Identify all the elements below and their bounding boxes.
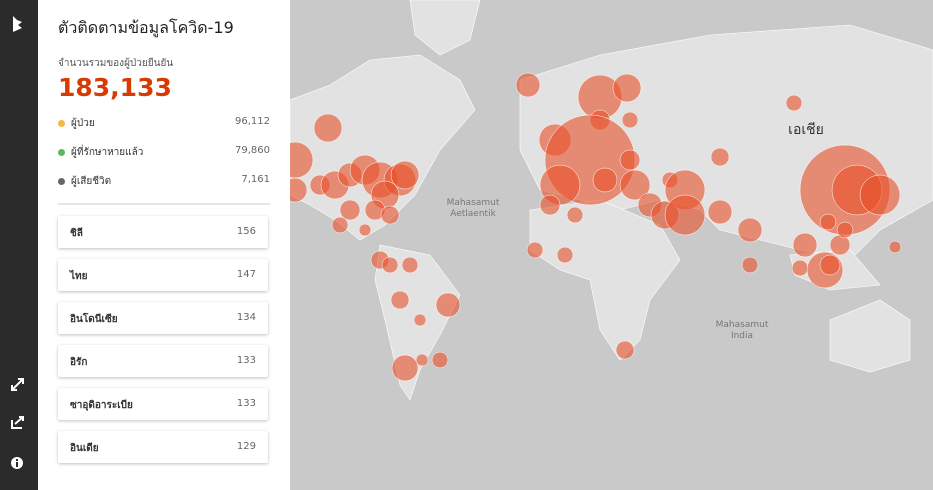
stat-label: ผู้ที่รักษาหายแล้ว xyxy=(71,147,144,158)
stat-row: ผู้ที่รักษาหายแล้ว 79,860 xyxy=(58,145,270,161)
ocean-label: Mahasamut xyxy=(716,320,769,330)
country-card[interactable]: อินเดีย 129 xyxy=(58,431,268,463)
case-bubble[interactable] xyxy=(435,292,461,318)
info-panel: ตัวติดตามข้อมูลโควิด-19 จำนวนรวมของผู้ป่… xyxy=(38,0,290,490)
country-name: อินเดีย xyxy=(70,443,99,454)
case-bubble[interactable] xyxy=(290,177,308,203)
country-name: ไทย xyxy=(70,271,88,282)
country-card[interactable]: ชิลี 156 xyxy=(58,216,268,248)
bubbles xyxy=(290,72,902,382)
country-card[interactable]: ซาอุดิอาระเบีย 133 xyxy=(58,388,268,420)
ocean-label: Mahasamut xyxy=(447,198,500,208)
case-bubble[interactable] xyxy=(431,351,449,369)
country-value: 133 xyxy=(236,355,256,366)
stat-value: 79,860 xyxy=(235,145,270,156)
country-card[interactable]: อิรัก 133 xyxy=(58,345,268,377)
country-value: 156 xyxy=(236,226,256,237)
side-rail xyxy=(0,0,38,490)
case-bubble[interactable] xyxy=(413,313,427,327)
map[interactable]: Mahasamut Aetlaentik Mahasamut India เอเ… xyxy=(290,0,933,490)
ocean-label: Aetlaentik xyxy=(450,209,496,219)
case-bubble[interactable] xyxy=(819,213,837,231)
case-bubble[interactable] xyxy=(390,290,410,310)
case-bubble[interactable] xyxy=(415,353,429,367)
case-bubble[interactable] xyxy=(380,205,400,225)
country-name: อิรัก xyxy=(70,357,88,368)
country-name: อินโดนีเซีย xyxy=(70,314,118,325)
country-name: ซาอุดิอาระเบีย xyxy=(70,400,133,411)
stat-value: 96,112 xyxy=(235,116,270,127)
case-bubble[interactable] xyxy=(888,240,902,254)
ocean-label: India xyxy=(731,331,753,341)
stat-value: 7,161 xyxy=(241,174,270,185)
stat-dot xyxy=(58,178,65,185)
case-bubble[interactable] xyxy=(401,256,419,274)
case-bubble[interactable] xyxy=(819,254,841,276)
case-bubble[interactable] xyxy=(526,241,544,259)
case-bubble[interactable] xyxy=(836,221,854,239)
total: 183,133 xyxy=(58,73,172,102)
case-bubble[interactable] xyxy=(621,111,639,129)
case-bubble[interactable] xyxy=(391,354,419,382)
country-value: 129 xyxy=(236,441,256,452)
case-bubble[interactable] xyxy=(791,259,809,277)
case-bubble[interactable] xyxy=(664,194,706,236)
title: ตัวติดตามข้อมูลโควิด-19 xyxy=(58,18,234,37)
country-name: ชิลี xyxy=(70,228,83,239)
country-value: 134 xyxy=(236,312,256,323)
case-bubble[interactable] xyxy=(539,194,561,216)
case-bubble[interactable] xyxy=(707,199,733,225)
expand-icon[interactable] xyxy=(11,378,24,391)
divider xyxy=(58,203,270,205)
country-value: 133 xyxy=(236,398,256,409)
rail-icons xyxy=(11,16,24,469)
case-bubble[interactable] xyxy=(785,94,803,112)
case-bubble[interactable] xyxy=(592,167,618,193)
country-value: 147 xyxy=(236,269,256,280)
case-bubble[interactable] xyxy=(515,72,541,98)
case-bubble[interactable] xyxy=(358,223,372,237)
stat-dot xyxy=(58,149,65,156)
case-bubble[interactable] xyxy=(741,256,759,274)
info-glyph xyxy=(16,459,18,461)
case-bubble[interactable] xyxy=(859,174,901,216)
case-bubble[interactable] xyxy=(619,169,651,201)
bing-logo[interactable] xyxy=(13,16,22,32)
case-bubble[interactable] xyxy=(710,147,730,167)
case-bubble[interactable] xyxy=(792,232,818,258)
case-bubble[interactable] xyxy=(390,160,420,190)
info-glyph xyxy=(16,462,18,467)
stat-row: ผู้ป่วย 96,112 xyxy=(58,116,270,132)
region-label: เอเชีย xyxy=(788,122,824,138)
case-bubble[interactable] xyxy=(612,73,642,103)
total-label: จำนวนรวมของผู้ป่วยยืนยัน xyxy=(58,58,174,69)
case-bubble[interactable] xyxy=(313,113,343,143)
case-bubble[interactable] xyxy=(339,199,361,221)
land xyxy=(290,0,933,401)
case-bubble[interactable] xyxy=(615,340,635,360)
stat-label: ผู้ป่วย xyxy=(71,118,95,129)
case-bubble[interactable] xyxy=(556,246,574,264)
case-bubble[interactable] xyxy=(566,206,584,224)
share-icon[interactable] xyxy=(11,416,24,429)
stat-row: ผู้เสียชีวิต 7,161 xyxy=(58,174,270,190)
case-bubble[interactable] xyxy=(619,149,641,171)
stat-label: ผู้เสียชีวิต xyxy=(71,176,112,187)
country-card[interactable]: อินโดนีเซีย 134 xyxy=(58,302,268,334)
case-bubble[interactable] xyxy=(381,256,399,274)
country-card[interactable]: ไทย 147 xyxy=(58,259,268,291)
case-bubble[interactable] xyxy=(331,216,349,234)
stat-dot xyxy=(58,120,65,127)
case-bubble[interactable] xyxy=(737,217,763,243)
